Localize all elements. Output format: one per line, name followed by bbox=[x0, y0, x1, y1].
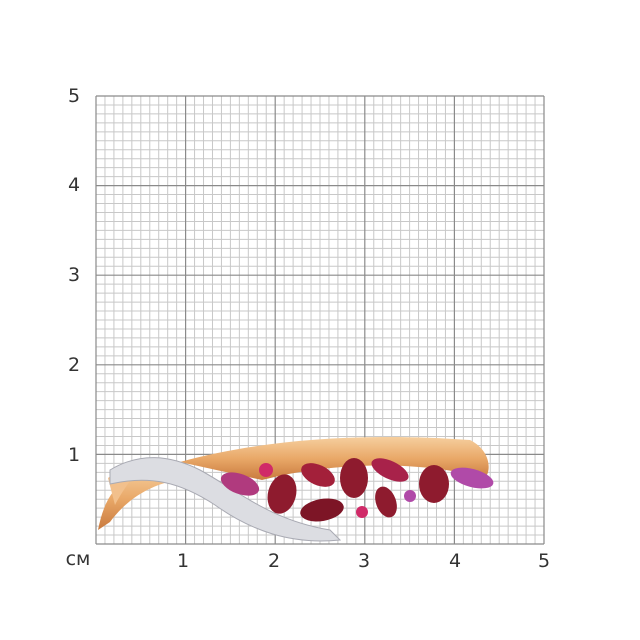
x-tick-2: 2 bbox=[267, 550, 281, 572]
y-tick-4: 4 bbox=[67, 174, 81, 196]
gold-band bbox=[180, 436, 489, 480]
y-tick-1: 1 bbox=[67, 444, 81, 466]
x-tick-5: 5 bbox=[537, 550, 551, 572]
y-tick-5: 5 bbox=[67, 85, 81, 107]
gemstones bbox=[220, 458, 494, 522]
unit-label: см bbox=[65, 548, 91, 570]
y-tick-2: 2 bbox=[67, 354, 81, 376]
x-tick-1: 1 bbox=[176, 550, 190, 572]
y-tick-3: 3 bbox=[67, 264, 81, 286]
diamond-pave-band bbox=[109, 457, 342, 542]
x-tick-3: 3 bbox=[357, 550, 371, 572]
x-tick-4: 4 bbox=[448, 550, 462, 572]
